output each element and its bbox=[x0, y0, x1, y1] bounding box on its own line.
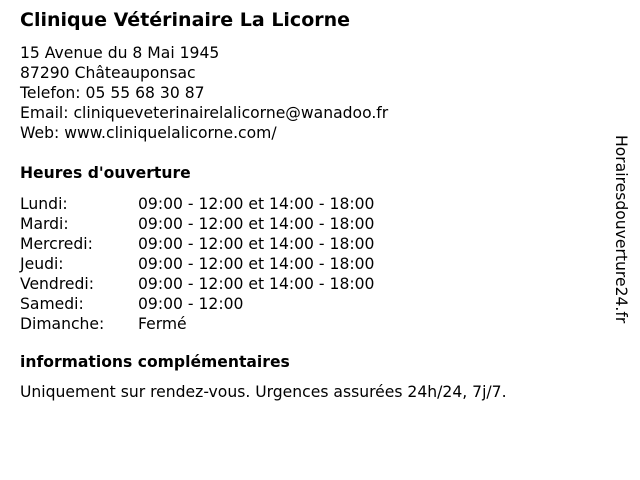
page-title: Clinique Vétérinaire La Licorne bbox=[20, 9, 351, 31]
day-label: Samedi: bbox=[20, 295, 84, 313]
day-hours: 09:00 - 12:00 et 14:00 - 18:00 bbox=[138, 255, 375, 273]
contact-block: 15 Avenue du 8 Mai 1945 87290 Châteaupon… bbox=[20, 43, 388, 143]
hours-row: Dimanche: Fermé bbox=[20, 314, 374, 334]
day-hours: 09:00 - 12:00 et 14:00 - 18:00 bbox=[138, 215, 375, 233]
hours-row: Mardi: 09:00 - 12:00 et 14:00 - 18:00 bbox=[20, 214, 374, 234]
hours-row: Jeudi: 09:00 - 12:00 et 14:00 - 18:00 bbox=[20, 254, 374, 274]
phone: Telefon: 05 55 68 30 87 bbox=[20, 84, 205, 102]
email: Email: cliniqueveterinairelalicorne@wana… bbox=[20, 104, 389, 122]
day-label: Lundi: bbox=[20, 195, 68, 213]
day-label: Mardi: bbox=[20, 215, 69, 233]
website: Web: www.cliniquelalicorne.com/ bbox=[20, 124, 277, 142]
hours-heading: Heures d'ouverture bbox=[20, 164, 191, 182]
day-label: Dimanche: bbox=[20, 315, 105, 333]
city: 87290 Châteauponsac bbox=[20, 64, 196, 82]
day-hours: 09:00 - 12:00 et 14:00 - 18:00 bbox=[138, 195, 375, 213]
day-label: Jeudi: bbox=[20, 255, 64, 273]
info-heading: informations complémentaires bbox=[20, 353, 290, 371]
day-hours: 09:00 - 12:00 et 14:00 - 18:00 bbox=[138, 275, 375, 293]
hours-table: Lundi: 09:00 - 12:00 et 14:00 - 18:00 Mar… bbox=[20, 194, 374, 334]
watermark: Horairesdouverture24.fr bbox=[612, 135, 630, 324]
day-hours: 09:00 - 12:00 bbox=[138, 295, 244, 313]
info-text: Uniquement sur rendez-vous. Urgences ass… bbox=[20, 383, 507, 401]
day-label: Mercredi: bbox=[20, 235, 93, 253]
day-label: Vendredi: bbox=[20, 275, 94, 293]
hours-row: Mercredi: 09:00 - 12:00 et 14:00 - 18:00 bbox=[20, 234, 374, 254]
address: 15 Avenue du 8 Mai 1945 bbox=[20, 44, 220, 62]
hours-row: Vendredi: 09:00 - 12:00 et 14:00 - 18:00 bbox=[20, 274, 374, 294]
hours-row: Lundi: 09:00 - 12:00 et 14:00 - 18:00 bbox=[20, 194, 374, 214]
day-hours: 09:00 - 12:00 et 14:00 - 18:00 bbox=[138, 235, 375, 253]
hours-row: Samedi: 09:00 - 12:00 bbox=[20, 294, 374, 314]
day-hours: Fermé bbox=[138, 315, 187, 333]
